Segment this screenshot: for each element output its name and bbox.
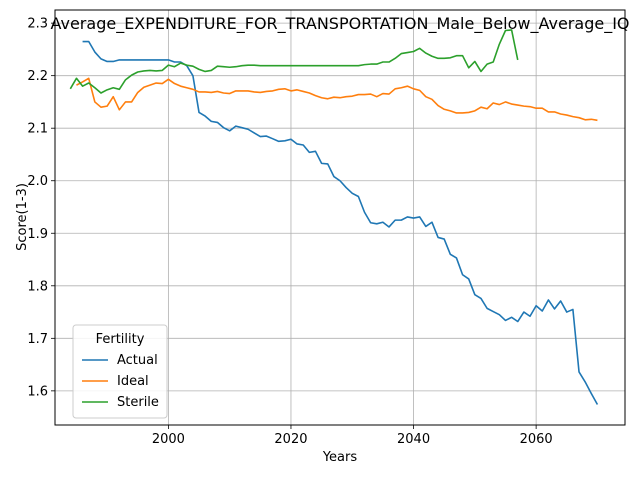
ticks: 2000 2020 2040 2060 1.6 1.7 1.8 1.9 2.0 2.1 2.2 2.3 <box>27 17 552 447</box>
y-tick-label: 2.3 <box>27 17 48 32</box>
series-line-sterile <box>69 29 519 94</box>
y-tick-label: 2.2 <box>27 69 48 84</box>
x-tick-label: 2060 <box>520 432 553 447</box>
series-line-ideal <box>76 77 598 122</box>
series-layer <box>69 29 599 405</box>
legend-label-actual: Actual <box>117 353 158 368</box>
series-line-actual <box>82 40 599 405</box>
x-tick-label: 2000 <box>152 432 185 447</box>
y-tick-label: 2.1 <box>27 122 48 137</box>
y-tick-label: 2.0 <box>27 174 48 189</box>
legend-title: Fertility <box>96 332 145 347</box>
legend-label-sterile: Sterile <box>117 395 159 410</box>
legend-box <box>72 324 168 419</box>
x-tick-label: 2040 <box>397 432 430 447</box>
legend-entries: Actual Ideal Sterile <box>82 353 159 410</box>
x-tick-label: 2020 <box>274 432 307 447</box>
y-tick-label: 1.6 <box>27 384 48 399</box>
y-tick-label: 1.9 <box>27 227 48 242</box>
plot-frame <box>54 9 626 426</box>
y-tick-label: 1.7 <box>27 332 48 347</box>
y-tick-label: 1.8 <box>27 279 48 294</box>
legend: Fertility Actual Ideal Sterile <box>72 324 168 419</box>
chart-title: Average_EXPENDITURE_FOR_TRANSPORTATION_M… <box>50 14 629 34</box>
x-axis-label: Years <box>322 450 358 465</box>
y-axis-label: Score(1-3) <box>15 183 30 251</box>
legend-label-ideal: Ideal <box>117 374 149 389</box>
